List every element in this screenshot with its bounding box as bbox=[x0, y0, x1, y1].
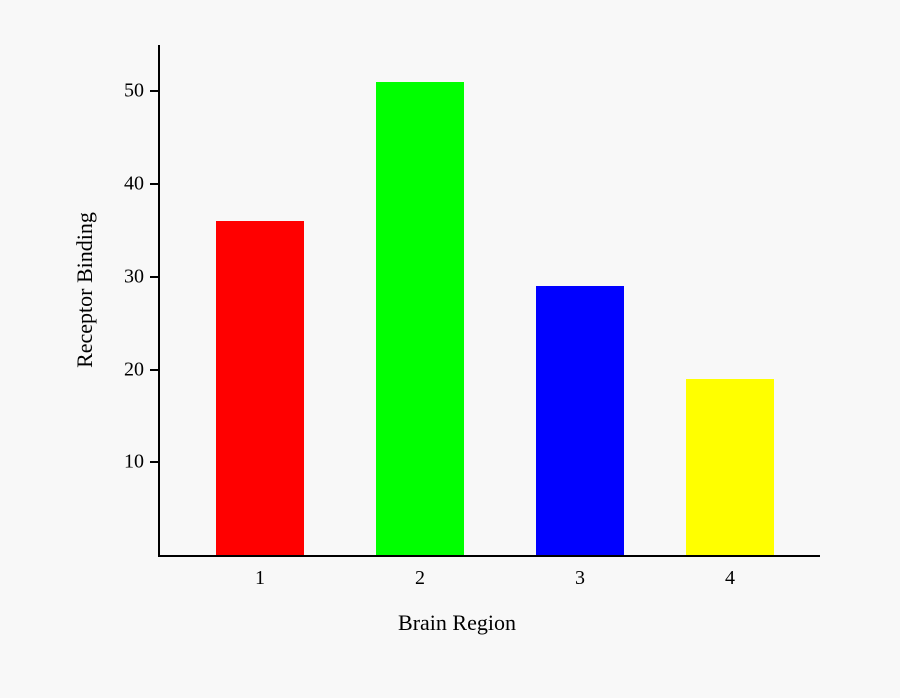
y-tick bbox=[150, 183, 160, 185]
x-axis-title: Brain Region bbox=[398, 610, 516, 636]
x-tick-label: 2 bbox=[415, 567, 425, 590]
y-tick-label: 20 bbox=[110, 358, 144, 381]
y-tick bbox=[150, 369, 160, 371]
bar bbox=[686, 379, 774, 555]
y-tick bbox=[150, 90, 160, 92]
y-tick bbox=[150, 461, 160, 463]
y-axis-title: Receptor Binding bbox=[72, 212, 98, 368]
y-tick-label: 40 bbox=[110, 173, 144, 196]
x-tick-label: 3 bbox=[575, 567, 585, 590]
x-tick-label: 1 bbox=[255, 567, 265, 590]
y-axis-line bbox=[158, 45, 160, 557]
x-tick-label: 4 bbox=[725, 567, 735, 590]
bar bbox=[536, 286, 624, 555]
y-tick-label: 10 bbox=[110, 451, 144, 474]
bar bbox=[216, 221, 304, 555]
y-tick-label: 50 bbox=[110, 80, 144, 103]
y-tick-label: 30 bbox=[110, 265, 144, 288]
y-tick bbox=[150, 276, 160, 278]
x-axis-line bbox=[158, 555, 820, 557]
bar bbox=[376, 82, 464, 555]
chart-container: Receptor Binding Brain Region 10 20 30 40 50… bbox=[0, 0, 900, 698]
